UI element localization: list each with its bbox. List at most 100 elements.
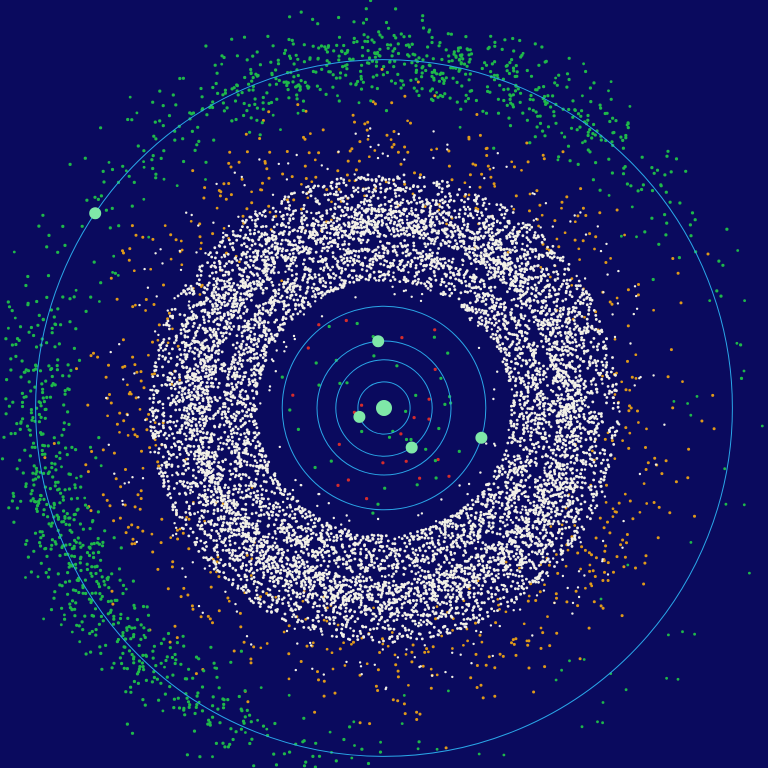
hilda-asteroid: [106, 414, 109, 417]
main-belt-asteroid: [374, 217, 377, 220]
hilda-asteroid: [433, 94, 436, 97]
main-belt-asteroid: [219, 558, 222, 561]
main-belt-asteroid: [570, 461, 573, 464]
main-belt-asteroid: [590, 438, 593, 441]
main-belt-asteroid: [238, 533, 241, 536]
main-belt-asteroid: [585, 460, 588, 463]
main-belt-asteroid: [452, 545, 455, 548]
hilda-asteroid: [132, 538, 135, 541]
main-belt-asteroid: [479, 288, 482, 291]
main-belt-asteroid: [602, 364, 605, 367]
main-belt-asteroid: [265, 359, 268, 362]
main-belt-asteroid: [489, 267, 492, 270]
main-belt-asteroid: [220, 331, 223, 334]
main-belt-asteroid: [249, 357, 252, 360]
hilda-asteroid: [190, 220, 193, 223]
hilda-asteroid: [191, 169, 194, 172]
hilda-asteroid: [153, 303, 156, 306]
main-belt-asteroid: [330, 580, 333, 583]
main-belt-asteroid: [505, 449, 508, 452]
main-belt-asteroid: [561, 552, 564, 555]
main-belt-asteroid: [600, 470, 603, 473]
main-belt-asteroid: [480, 316, 483, 319]
main-belt-asteroid: [562, 520, 565, 523]
main-belt-asteroid: [326, 212, 329, 215]
main-belt-asteroid: [489, 318, 492, 321]
main-belt-asteroid: [272, 207, 275, 210]
main-belt-asteroid: [301, 222, 304, 225]
main-belt-asteroid: [403, 567, 406, 570]
main-belt-asteroid: [588, 306, 591, 309]
main-belt-asteroid: [546, 490, 549, 493]
hilda-asteroid: [207, 615, 210, 618]
hilda-asteroid: [352, 114, 355, 117]
main-belt-asteroid: [181, 365, 184, 368]
background: [0, 0, 768, 768]
main-belt-asteroid: [580, 508, 583, 511]
main-belt-asteroid: [412, 249, 415, 252]
hilda-asteroid: [122, 419, 125, 422]
hilda-asteroid: [514, 637, 517, 640]
main-belt-asteroid: [503, 574, 506, 577]
main-belt-asteroid: [237, 234, 240, 237]
hilda-asteroid: [169, 641, 172, 644]
main-belt-asteroid: [348, 545, 351, 548]
main-belt-asteroid: [509, 489, 512, 492]
main-belt-asteroid: [231, 583, 234, 586]
main-belt-asteroid: [500, 248, 503, 251]
main-belt-asteroid: [520, 313, 523, 316]
main-belt-asteroid: [257, 231, 260, 234]
main-belt-asteroid: [247, 320, 250, 323]
hilda-asteroid: [496, 598, 499, 601]
main-belt-asteroid: [516, 419, 519, 422]
main-belt-asteroid: [493, 482, 496, 485]
main-belt-asteroid: [356, 218, 359, 221]
hilda-asteroid: [580, 545, 583, 548]
main-belt-asteroid: [205, 368, 208, 371]
main-belt-asteroid: [457, 270, 460, 273]
main-belt-asteroid: [392, 178, 395, 181]
hilda-asteroid: [162, 284, 165, 287]
hilda-asteroid: [119, 485, 122, 488]
main-belt-asteroid: [497, 486, 500, 489]
hilda-asteroid: [393, 143, 396, 146]
main-belt-asteroid: [562, 256, 565, 259]
hilda-asteroid: [118, 431, 121, 434]
main-belt-asteroid: [241, 491, 244, 494]
hilda-asteroid: [628, 432, 631, 435]
main-belt-asteroid: [172, 508, 175, 511]
main-belt-asteroid: [454, 239, 457, 242]
hilda-asteroid: [499, 653, 502, 656]
main-belt-asteroid: [341, 623, 344, 626]
hilda-asteroid: [347, 160, 350, 163]
hilda-asteroid: [222, 182, 225, 185]
main-belt-asteroid: [215, 251, 218, 254]
main-belt-asteroid: [472, 216, 475, 219]
hilda-asteroid: [548, 564, 551, 567]
main-belt-asteroid: [318, 605, 321, 608]
main-belt-asteroid: [498, 344, 501, 347]
main-belt-asteroid: [270, 572, 273, 575]
main-belt-asteroid: [249, 402, 252, 405]
main-belt-asteroid: [305, 217, 308, 220]
main-belt-asteroid: [455, 242, 458, 245]
hilda-asteroid: [121, 366, 124, 369]
hilda-asteroid: [593, 248, 596, 251]
main-belt-asteroid: [542, 496, 545, 499]
main-belt-asteroid: [559, 492, 562, 495]
main-belt-asteroid: [236, 342, 239, 345]
hilda-asteroid: [317, 678, 320, 681]
hilda-asteroid: [472, 163, 475, 166]
main-belt-asteroid: [516, 337, 519, 340]
main-belt-asteroid: [523, 270, 526, 273]
hilda-asteroid: [542, 154, 545, 157]
main-belt-asteroid: [611, 437, 614, 440]
main-belt-asteroid: [355, 178, 358, 181]
main-belt-asteroid: [485, 566, 488, 569]
hilda-asteroid: [145, 428, 148, 431]
hilda-asteroid: [175, 238, 178, 241]
main-belt-asteroid: [337, 565, 340, 568]
main-belt-asteroid: [268, 247, 271, 250]
main-belt-asteroid: [583, 413, 586, 416]
main-belt-asteroid: [226, 491, 229, 494]
